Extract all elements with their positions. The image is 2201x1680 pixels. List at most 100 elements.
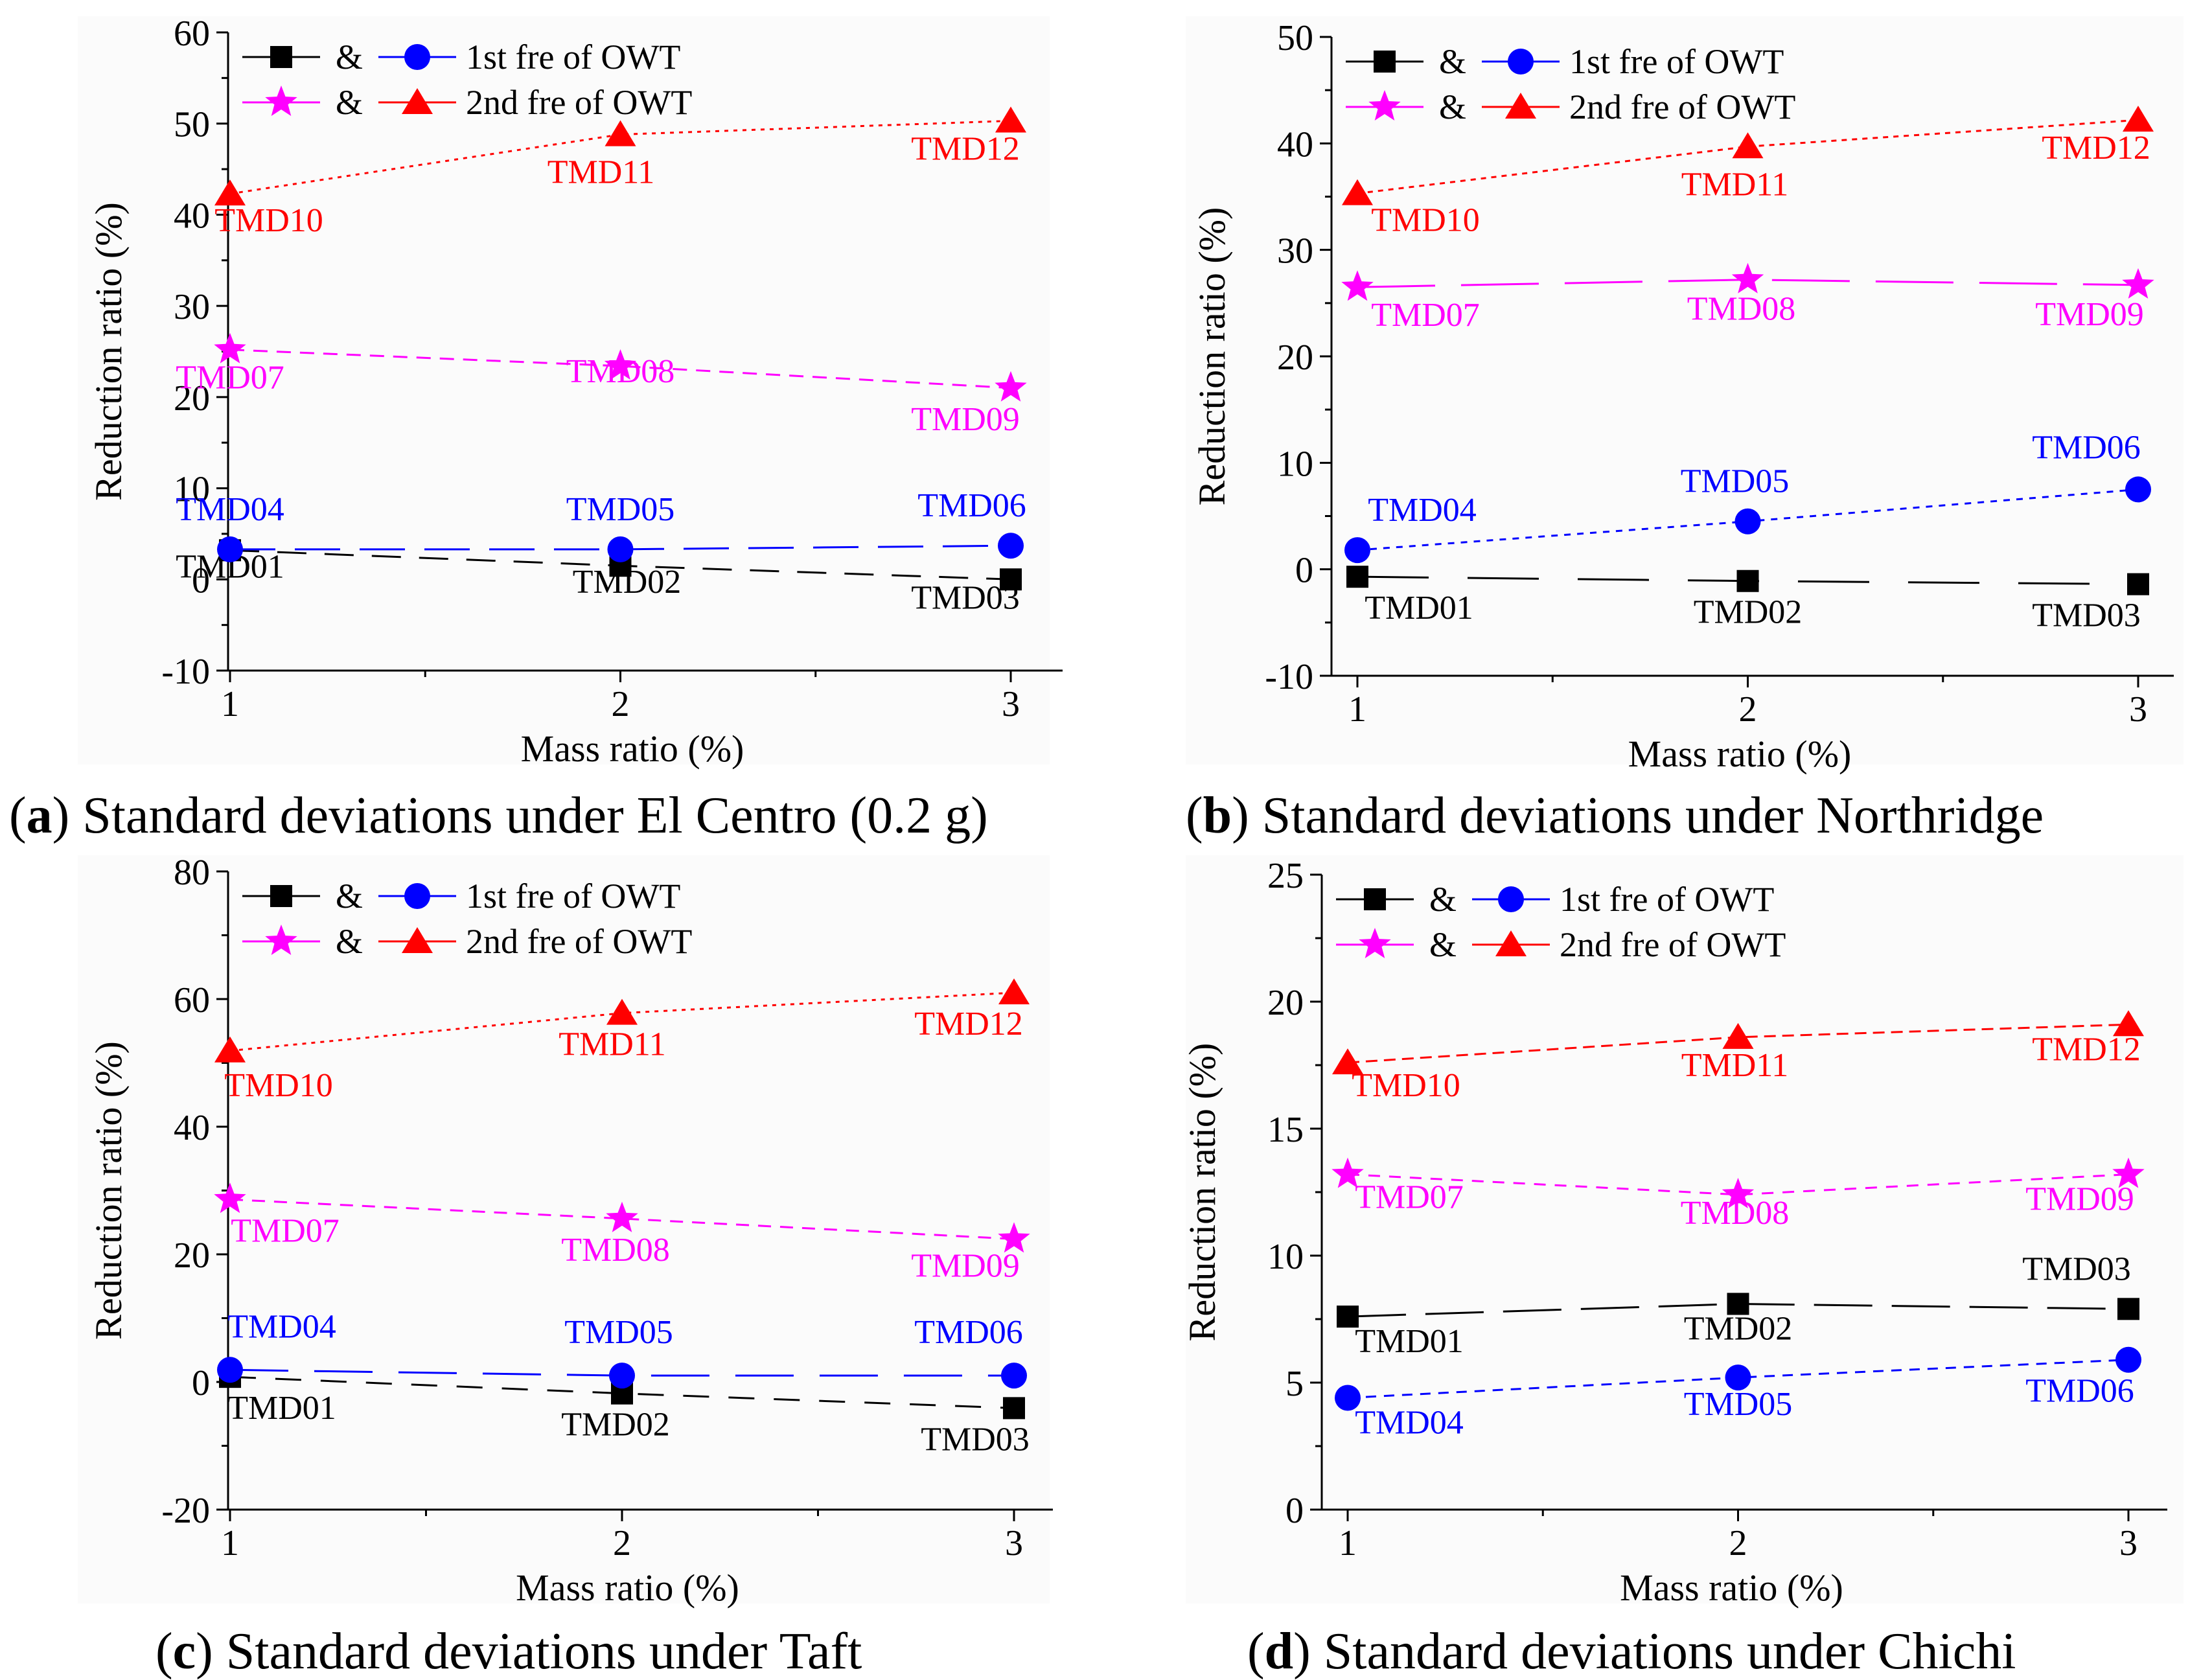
caption-b-letter: b [1203, 787, 1232, 844]
legend-marker-blue [404, 883, 430, 909]
data-label-magenta: TMD07 [1371, 297, 1480, 334]
data-point-magenta [1722, 1177, 1755, 1208]
legend-marker-blue [1498, 886, 1524, 912]
panel-c-chart: -20 0 20 40 60 80 1 2 3 Mass ratio (%) Reduction r… [78, 853, 1053, 1609]
data-label-magenta: TMD08 [1681, 1195, 1790, 1232]
data-point-blue [2125, 476, 2151, 503]
x-axis-title: Mass ratio (%) [1628, 733, 1852, 775]
x-tick-label: 3 [1002, 684, 1020, 724]
data-point-red [1732, 132, 1764, 159]
legend-marker-red [402, 927, 433, 953]
data-point-blue [1344, 537, 1370, 564]
x-tick-label: 1 [1348, 689, 1366, 730]
legend-ampersand: & [336, 877, 363, 915]
data-label-black: TMD01 [227, 1390, 336, 1427]
data-point-red [214, 179, 246, 206]
legend-marker-black [1364, 888, 1386, 910]
legend-label: 2nd fre of OWT [466, 922, 692, 961]
data-label-red: TMD11 [1681, 1047, 1789, 1084]
data-point-magenta [1341, 270, 1374, 301]
data-label-black: TMD01 [1365, 590, 1473, 627]
data-label-black: TMD03 [2032, 597, 2141, 634]
series-line-magenta [1357, 279, 2139, 288]
data-label-black: TMD03 [2022, 1250, 2131, 1287]
data-label-magenta: TMD07 [176, 360, 284, 397]
data-label-blue: TMD05 [566, 491, 675, 528]
data-label-blue: TMD06 [2032, 429, 2141, 466]
x-axis-title: Mass ratio (%) [521, 728, 744, 770]
data-label-blue: TMD06 [2025, 1373, 2134, 1410]
x-axis-title: Mass ratio (%) [1620, 1567, 1843, 1609]
y-tick-label: 40 [1277, 124, 1313, 165]
y-tick-label: 20 [1267, 983, 1304, 1023]
x-tick-label: 2 [612, 684, 630, 724]
data-point-black [1003, 1397, 1025, 1420]
data-point-black [1736, 570, 1759, 592]
caption-a-text: Standard deviations under El Centro (0.2… [69, 787, 987, 844]
data-point-red [2113, 1010, 2144, 1037]
data-label-magenta: TMD08 [566, 353, 675, 390]
data-label-red: TMD10 [1371, 202, 1480, 239]
legend-marker-red [1505, 93, 1536, 119]
data-point-black [1000, 568, 1022, 591]
y-axis-title: Reduction ratio (%) [87, 202, 130, 501]
data-point-magenta [1731, 262, 1764, 293]
data-label-black: TMD02 [1694, 594, 1803, 631]
data-point-magenta [2112, 1157, 2145, 1188]
legend-ampersand: & [1429, 880, 1457, 919]
y-tick-label: 25 [1267, 856, 1304, 896]
data-label-black: TMD02 [561, 1407, 670, 1444]
x-tick-label: 1 [221, 684, 239, 724]
data-label-red: TMD10 [214, 202, 323, 239]
legend-ampersand: & [1439, 87, 1466, 126]
y-tick-label: 60 [174, 980, 210, 1020]
legend-label: 2nd fre of OWT [1569, 87, 1795, 126]
legend-label: 2nd fre of OWT [466, 83, 692, 122]
data-point-magenta [604, 349, 637, 380]
data-label-blue: TMD05 [564, 1314, 673, 1351]
caption-a-letter: a [27, 787, 52, 844]
legend-label: 1st fre of OWT [466, 38, 680, 76]
data-point-red [1332, 1048, 1363, 1075]
panel-d-chart: 0 5 10 15 20 25 1 2 3 Mass ratio (%) Reduction rat… [1181, 855, 2184, 1609]
legend-ampersand: & [1439, 42, 1466, 81]
series-line-red [229, 119, 1011, 195]
y-axis-title: Reduction ratio (%) [87, 1041, 130, 1340]
y-tick-label: 30 [174, 287, 210, 327]
data-label-blue: TMD06 [914, 1314, 1023, 1351]
data-point-blue [1001, 1363, 1027, 1389]
x-tick-label: 3 [1005, 1523, 1023, 1563]
x-axis-title: Mass ratio (%) [516, 1567, 739, 1609]
data-point-red [998, 978, 1030, 1005]
data-point-red [214, 1036, 246, 1063]
x-tick-label: 2 [1729, 1523, 1747, 1563]
data-point-red [1342, 179, 1373, 205]
caption-c: (c) Standard deviations under Taft [156, 1623, 862, 1680]
data-label-red: TMD12 [914, 1006, 1023, 1042]
legend-marker-black [270, 46, 292, 68]
data-label-blue: TMD04 [176, 491, 284, 528]
data-point-blue [1734, 508, 1761, 535]
data-point-black [2127, 573, 2149, 595]
data-point-red [605, 120, 636, 146]
y-tick-label: 20 [174, 1236, 210, 1276]
caption-d-text: Standard deviations under Chichi [1311, 1623, 2016, 1680]
data-label-magenta: TMD07 [1355, 1179, 1464, 1216]
caption-d: (d) Standard deviations under Chichi [1247, 1623, 2016, 1680]
legend-marker-magenta [1359, 928, 1391, 958]
x-tick-label: 1 [221, 1523, 239, 1563]
panel-a-chart: -10 0 10 20 30 40 50 60 1 2 3 Mass ratio (%) Reducti… [78, 14, 1063, 770]
data-point-magenta [1331, 1157, 1364, 1188]
data-point-magenta [214, 1182, 246, 1214]
series-line-black [229, 1375, 1015, 1409]
caption-c-text: Standard deviations under Taft [213, 1623, 862, 1680]
y-tick-label: 50 [1277, 18, 1313, 58]
data-label-magenta: TMD07 [231, 1212, 340, 1249]
data-point-blue [217, 1357, 243, 1383]
y-tick-label: 20 [174, 378, 210, 419]
data-label-magenta: TMD08 [561, 1232, 670, 1269]
legend-marker-magenta [265, 925, 297, 955]
legend-marker-magenta [265, 86, 297, 116]
legend-ampersand: & [336, 38, 363, 76]
data-label-blue: TMD05 [1684, 1386, 1793, 1423]
